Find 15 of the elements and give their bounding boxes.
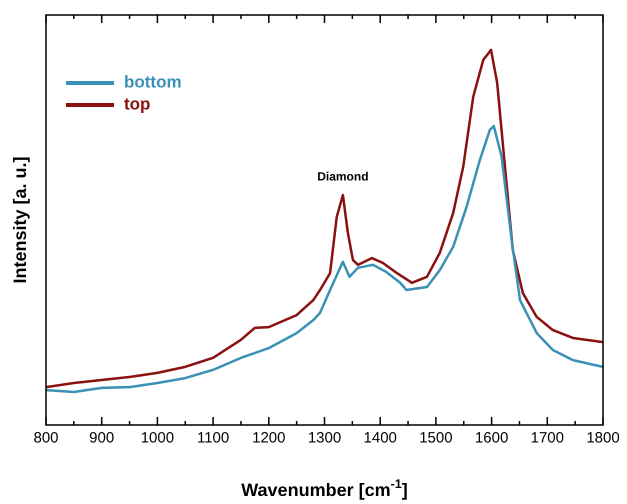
x-tick-label: 900 — [89, 430, 114, 447]
x-tick-label: 1000 — [140, 430, 174, 447]
x-tick-label: 1600 — [474, 430, 508, 447]
x-tick-label: 1500 — [419, 430, 453, 447]
x-tick-label: 800 — [33, 430, 59, 447]
legend-label: top — [124, 94, 150, 114]
y-axis-title: Intensity [a. u.] — [10, 156, 30, 284]
x-tick-label: 1100 — [196, 430, 230, 447]
legend-label: bottom — [124, 72, 182, 92]
x-tick-label: 1400 — [364, 430, 397, 447]
x-tick-label: 1300 — [308, 430, 342, 447]
x-tick-label: 1800 — [586, 430, 620, 447]
annotation: Diamond — [317, 169, 369, 184]
x-tick-label: 1700 — [530, 430, 564, 447]
x-tick-label: 1200 — [252, 430, 286, 447]
